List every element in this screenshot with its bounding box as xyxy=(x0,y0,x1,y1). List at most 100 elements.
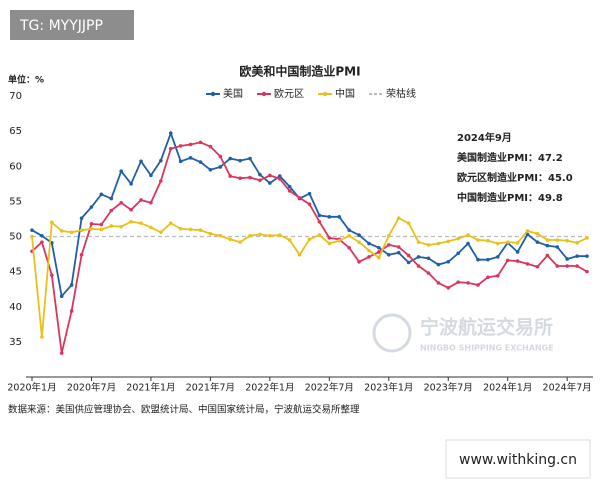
data-point xyxy=(357,240,361,244)
legend-label: 欧元区 xyxy=(274,88,304,100)
data-point xyxy=(496,241,500,246)
data-point xyxy=(386,243,391,247)
data-point xyxy=(129,219,133,224)
data-point xyxy=(386,252,391,257)
legend-marker xyxy=(322,91,328,97)
data-point xyxy=(476,238,480,242)
data-point xyxy=(119,224,123,229)
data-point xyxy=(575,241,579,245)
data-point xyxy=(515,259,520,263)
data-point xyxy=(149,200,153,205)
data-point xyxy=(575,254,579,258)
data-point xyxy=(188,227,193,232)
data-point xyxy=(287,238,292,242)
x-tick-label: 2024年1月 xyxy=(483,382,532,394)
data-point xyxy=(168,146,173,151)
data-point xyxy=(258,232,262,237)
data-point xyxy=(466,241,470,246)
data-point xyxy=(159,179,163,183)
data-point xyxy=(535,231,540,236)
data-point xyxy=(575,264,579,268)
data-point xyxy=(386,233,391,238)
data-point xyxy=(79,252,84,257)
data-point xyxy=(268,181,272,185)
data-point xyxy=(446,259,451,264)
data-point xyxy=(436,262,441,267)
data-point xyxy=(416,240,421,244)
data-point xyxy=(208,144,213,149)
x-tick-label: 2020年7月 xyxy=(67,382,116,394)
watermark: 宁波航运交易所 NINGBO SHIPPING EXCHANGE xyxy=(372,313,554,353)
data-point xyxy=(367,241,371,246)
data-point xyxy=(238,158,242,163)
data-point xyxy=(337,238,342,243)
x-tick-label: 2022年7月 xyxy=(305,382,354,394)
data-point xyxy=(30,228,34,232)
data-point xyxy=(396,245,401,249)
data-point xyxy=(50,273,54,277)
data-point xyxy=(168,131,173,136)
data-point xyxy=(565,264,569,268)
data-point xyxy=(446,285,451,290)
data-point xyxy=(476,283,480,287)
data-point xyxy=(585,236,589,240)
x-tick-label: 2023年7月 xyxy=(424,382,473,394)
data-point xyxy=(59,351,64,355)
data-point xyxy=(317,219,322,224)
data-point xyxy=(268,233,272,238)
data-point xyxy=(109,208,114,213)
data-point xyxy=(139,198,143,202)
data-point xyxy=(327,236,332,240)
data-point xyxy=(535,264,540,269)
data-point xyxy=(287,184,292,189)
data-point xyxy=(277,174,282,178)
data-point xyxy=(59,229,64,233)
data-point xyxy=(585,254,589,258)
data-point xyxy=(535,240,540,244)
data-point xyxy=(496,255,500,259)
data-point xyxy=(238,176,242,180)
unit-label: 单位：% xyxy=(8,74,44,86)
data-point xyxy=(40,233,44,238)
data-point xyxy=(555,264,560,268)
data-point xyxy=(238,240,242,244)
data-point xyxy=(357,233,361,237)
data-point xyxy=(367,248,371,253)
y-tick-label: 35 xyxy=(9,337,22,348)
data-point xyxy=(585,269,589,274)
data-point xyxy=(277,233,282,237)
data-point xyxy=(109,196,114,201)
data-point xyxy=(277,177,282,181)
data-point xyxy=(505,258,510,263)
data-point xyxy=(555,245,560,249)
legend-marker xyxy=(261,91,267,97)
data-point xyxy=(406,221,411,225)
data-point xyxy=(327,241,332,246)
data-point xyxy=(317,233,322,237)
data-point xyxy=(89,226,94,231)
y-tick-label: 50 xyxy=(9,232,22,243)
data-point xyxy=(307,237,312,242)
data-point xyxy=(178,159,183,164)
data-point xyxy=(347,228,351,232)
data-point xyxy=(69,309,74,313)
data-point xyxy=(198,160,203,164)
data-point xyxy=(426,271,431,275)
overlay-text: www.withking.cn xyxy=(459,452,577,468)
y-tick-label: 60 xyxy=(9,161,22,172)
x-tick-label: 2022年1月 xyxy=(245,382,294,394)
y-tick-label: 45 xyxy=(9,267,22,278)
data-point xyxy=(377,245,381,250)
data-point xyxy=(149,173,153,178)
data-point xyxy=(228,174,233,178)
data-point xyxy=(496,274,500,278)
legend-label: 美国 xyxy=(223,87,243,100)
data-point xyxy=(456,280,460,284)
data-point xyxy=(377,255,381,260)
data-point xyxy=(79,216,84,221)
data-point xyxy=(208,167,213,172)
data-point xyxy=(258,178,262,183)
data-point xyxy=(188,142,193,147)
data-point xyxy=(307,202,312,206)
